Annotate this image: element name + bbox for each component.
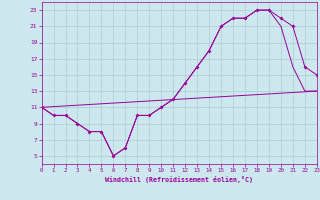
X-axis label: Windchill (Refroidissement éolien,°C): Windchill (Refroidissement éolien,°C) <box>105 176 253 183</box>
